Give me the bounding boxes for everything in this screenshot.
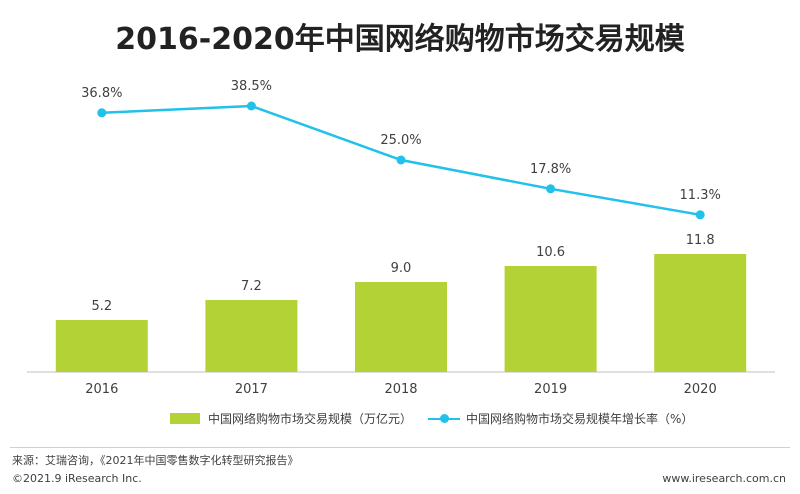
x-tick-2016: 2016 bbox=[85, 382, 118, 397]
footer-divider bbox=[10, 447, 790, 448]
x-tick-2020: 2020 bbox=[684, 382, 717, 397]
bar-label-2018: 9.0 bbox=[391, 261, 412, 276]
chart-title: 2016-2020年中国网络购物市场交易规模 bbox=[115, 22, 685, 57]
legend: 中国网络购物市场交易规模（万亿元） 中国网络购物市场交易规模年增长率（%） bbox=[0, 410, 800, 432]
line-label-2019: 17.8% bbox=[530, 162, 571, 177]
bar-2018 bbox=[355, 282, 447, 372]
source-note: 来源：艾瑞咨询，《2021年中国零售数字化转型研究报告》 bbox=[12, 454, 299, 467]
line-point-2018 bbox=[396, 155, 406, 165]
legend-item-line: 中国网络购物市场交易规模年增长率（%） bbox=[428, 410, 693, 427]
line-point-2016 bbox=[97, 108, 107, 118]
bar-label-2016: 5.2 bbox=[91, 299, 112, 314]
line-label-2018: 25.0% bbox=[380, 133, 421, 148]
bar-2019 bbox=[504, 266, 597, 372]
x-tick-2018: 2018 bbox=[384, 382, 417, 397]
bar-label-2017: 7.2 bbox=[241, 279, 262, 294]
legend-label-line: 中国网络购物市场交易规模年增长率（%） bbox=[466, 412, 694, 426]
bar-label-2019: 10.6 bbox=[536, 245, 565, 260]
legend-bar-swatch bbox=[170, 413, 200, 424]
legend-item-bar: 中国网络购物市场交易规模（万亿元） bbox=[170, 410, 412, 427]
line-label-2016: 36.8% bbox=[81, 86, 122, 101]
website: www.iresearch.com.cn bbox=[662, 472, 786, 485]
combo-chart: 5.2 2016 7.2 2017 9.0 2018 10.6 2019 11.8 2020 36.… bbox=[27, 79, 775, 397]
bar-label-2020: 11.8 bbox=[686, 233, 715, 248]
copyright: ©2021.9 iResearch Inc. bbox=[12, 472, 142, 485]
bar-2016 bbox=[55, 320, 148, 372]
x-tick-2019: 2019 bbox=[534, 382, 567, 397]
bar-2020 bbox=[654, 254, 747, 372]
legend-label-bar: 中国网络购物市场交易规模（万亿元） bbox=[208, 412, 413, 426]
bar-2017 bbox=[205, 300, 298, 372]
line-point-2017 bbox=[246, 101, 256, 111]
legend-line-swatch bbox=[428, 413, 460, 424]
x-tick-2017: 2017 bbox=[235, 382, 268, 397]
line-point-2019 bbox=[546, 184, 556, 194]
line-label-2017: 38.5% bbox=[231, 79, 272, 94]
line-label-2020: 11.3% bbox=[680, 188, 721, 203]
line-point-2020 bbox=[695, 210, 705, 220]
